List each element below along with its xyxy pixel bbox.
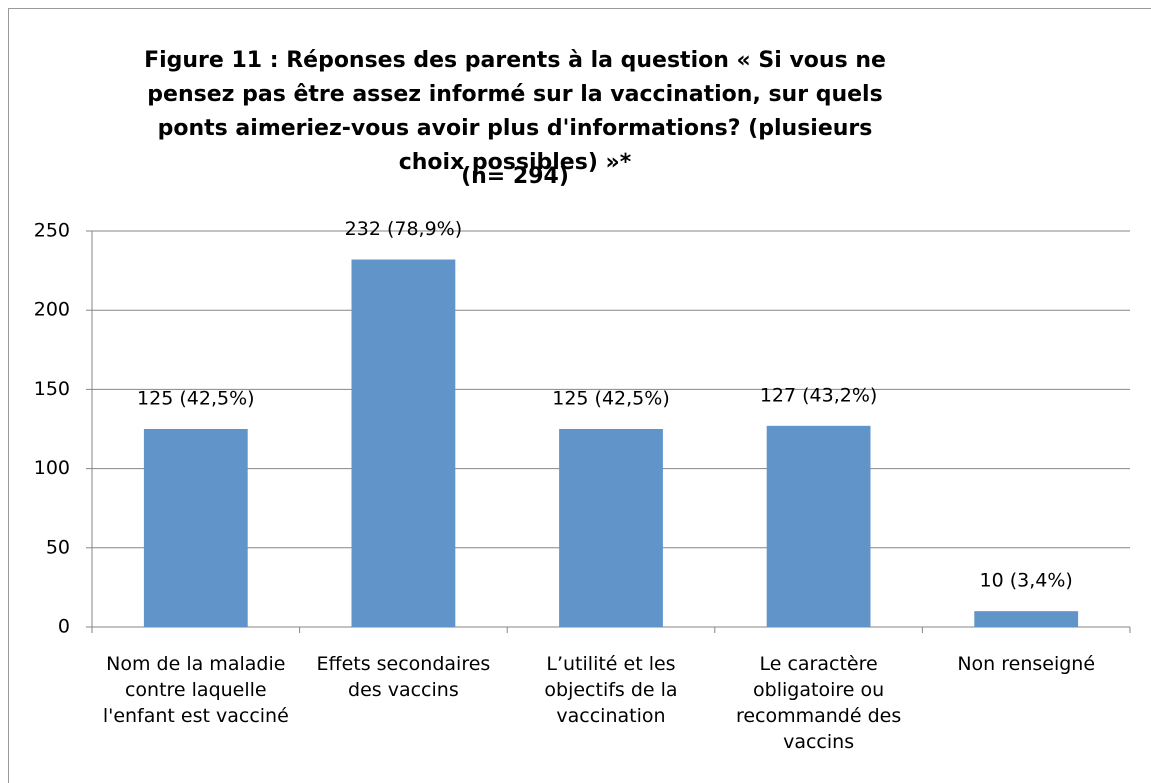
y-tick-label: 100 — [34, 457, 70, 479]
x-tick-label: Nom de la maladie contre laquelle l'enfa… — [102, 653, 289, 727]
bar — [351, 259, 456, 627]
x-tick-label: L’utilité et les objectifs de la vaccina… — [544, 653, 678, 727]
bar — [766, 425, 871, 627]
x-tick-label: Non renseigné — [957, 653, 1096, 675]
chart-title: Figure 11 : Réponses des parents à la qu… — [144, 48, 886, 175]
bar — [974, 611, 1079, 627]
y-tick-label: 0 — [58, 616, 70, 638]
chart-subtitle: (n= 294) — [461, 164, 569, 189]
value-label: 125 (42,5%) — [552, 388, 670, 410]
chart-border — [8, 8, 1151, 783]
bar — [143, 429, 248, 627]
y-tick-label: 200 — [34, 299, 70, 321]
bar — [559, 429, 663, 627]
y-tick-label: 150 — [34, 378, 70, 400]
value-label: 232 (78,9%) — [345, 218, 463, 240]
y-tick-label: 250 — [34, 220, 70, 242]
value-label: 125 (42,5%) — [137, 388, 255, 410]
x-tick-label: Le caractère obligatoire ou recommandé d… — [735, 653, 902, 753]
y-tick-label: 50 — [46, 536, 70, 558]
value-label: 127 (43,2%) — [760, 384, 878, 406]
value-label: 10 (3,4%) — [980, 570, 1073, 592]
x-tick-label: Effets secondaires des vaccins — [316, 653, 491, 701]
